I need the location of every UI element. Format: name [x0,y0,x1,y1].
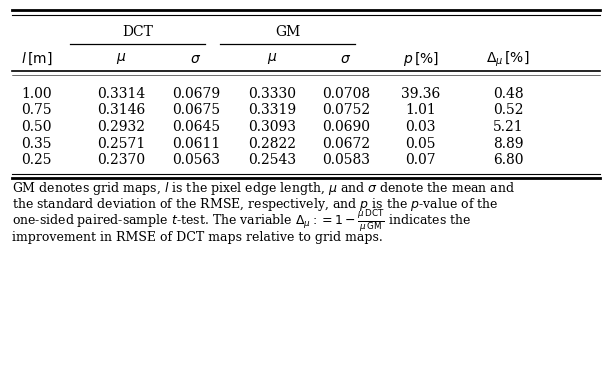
Text: 0.2932: 0.2932 [97,120,145,134]
Text: 0.0690: 0.0690 [322,120,370,134]
Text: 1.01: 1.01 [405,103,436,117]
Text: 8.89: 8.89 [493,137,523,151]
Text: 0.3146: 0.3146 [97,103,145,117]
Text: $p\,[\%]$: $p\,[\%]$ [403,50,439,68]
Text: 0.0672: 0.0672 [322,137,370,151]
Text: 0.0563: 0.0563 [172,153,220,167]
Text: 0.3314: 0.3314 [97,87,145,101]
Text: $\sigma$: $\sigma$ [340,52,351,66]
Text: the standard deviation of the RMSE, respectively, and $p$ is the $p$-value of th: the standard deviation of the RMSE, resp… [12,196,499,213]
Text: 0.52: 0.52 [493,103,523,117]
Text: 5.21: 5.21 [493,120,523,134]
Text: one-sided paired-sample $t$-test. The variable $\Delta_{\mu} := 1 - \frac{\mu\,\: one-sided paired-sample $t$-test. The va… [12,208,471,234]
Text: $l\,[\mathrm{m}]$: $l\,[\mathrm{m}]$ [21,51,53,67]
Text: improvement in RMSE of DCT maps relative to grid maps.: improvement in RMSE of DCT maps relative… [12,231,383,244]
Text: 0.0752: 0.0752 [322,103,370,117]
Text: $\mu$: $\mu$ [116,52,126,66]
Text: 0.50: 0.50 [21,120,52,134]
Text: 0.3319: 0.3319 [248,103,296,117]
Text: 0.3093: 0.3093 [248,120,296,134]
Text: $\mu$: $\mu$ [267,52,278,66]
Text: 0.07: 0.07 [405,153,436,167]
Text: 0.3330: 0.3330 [248,87,296,101]
Text: 0.05: 0.05 [406,137,436,151]
Text: 6.80: 6.80 [493,153,523,167]
Text: $\sigma$: $\sigma$ [190,52,201,66]
Text: 0.2571: 0.2571 [97,137,145,151]
Text: 0.35: 0.35 [21,137,52,151]
Text: 39.36: 39.36 [401,87,441,101]
Text: 0.75: 0.75 [21,103,52,117]
Text: 0.2822: 0.2822 [248,137,296,151]
Text: 0.0645: 0.0645 [172,120,220,134]
Text: 0.0675: 0.0675 [172,103,220,117]
Text: 0.2543: 0.2543 [248,153,296,167]
Text: 1.00: 1.00 [21,87,52,101]
Text: DCT: DCT [122,25,153,39]
Text: 0.2370: 0.2370 [97,153,145,167]
Text: GM: GM [275,25,300,39]
Text: GM denotes grid maps, $l$ is the pixel edge length, $\mu$ and $\sigma$ denote th: GM denotes grid maps, $l$ is the pixel e… [12,180,515,197]
Text: $\Delta_{\mu}\,[\%]$: $\Delta_{\mu}\,[\%]$ [487,49,529,68]
Text: 0.0611: 0.0611 [172,137,220,151]
Text: 0.48: 0.48 [493,87,523,101]
Text: 0.0679: 0.0679 [172,87,220,101]
Text: 0.0583: 0.0583 [322,153,370,167]
Text: 0.03: 0.03 [406,120,436,134]
Text: 0.25: 0.25 [21,153,52,167]
Text: 0.0708: 0.0708 [322,87,370,101]
